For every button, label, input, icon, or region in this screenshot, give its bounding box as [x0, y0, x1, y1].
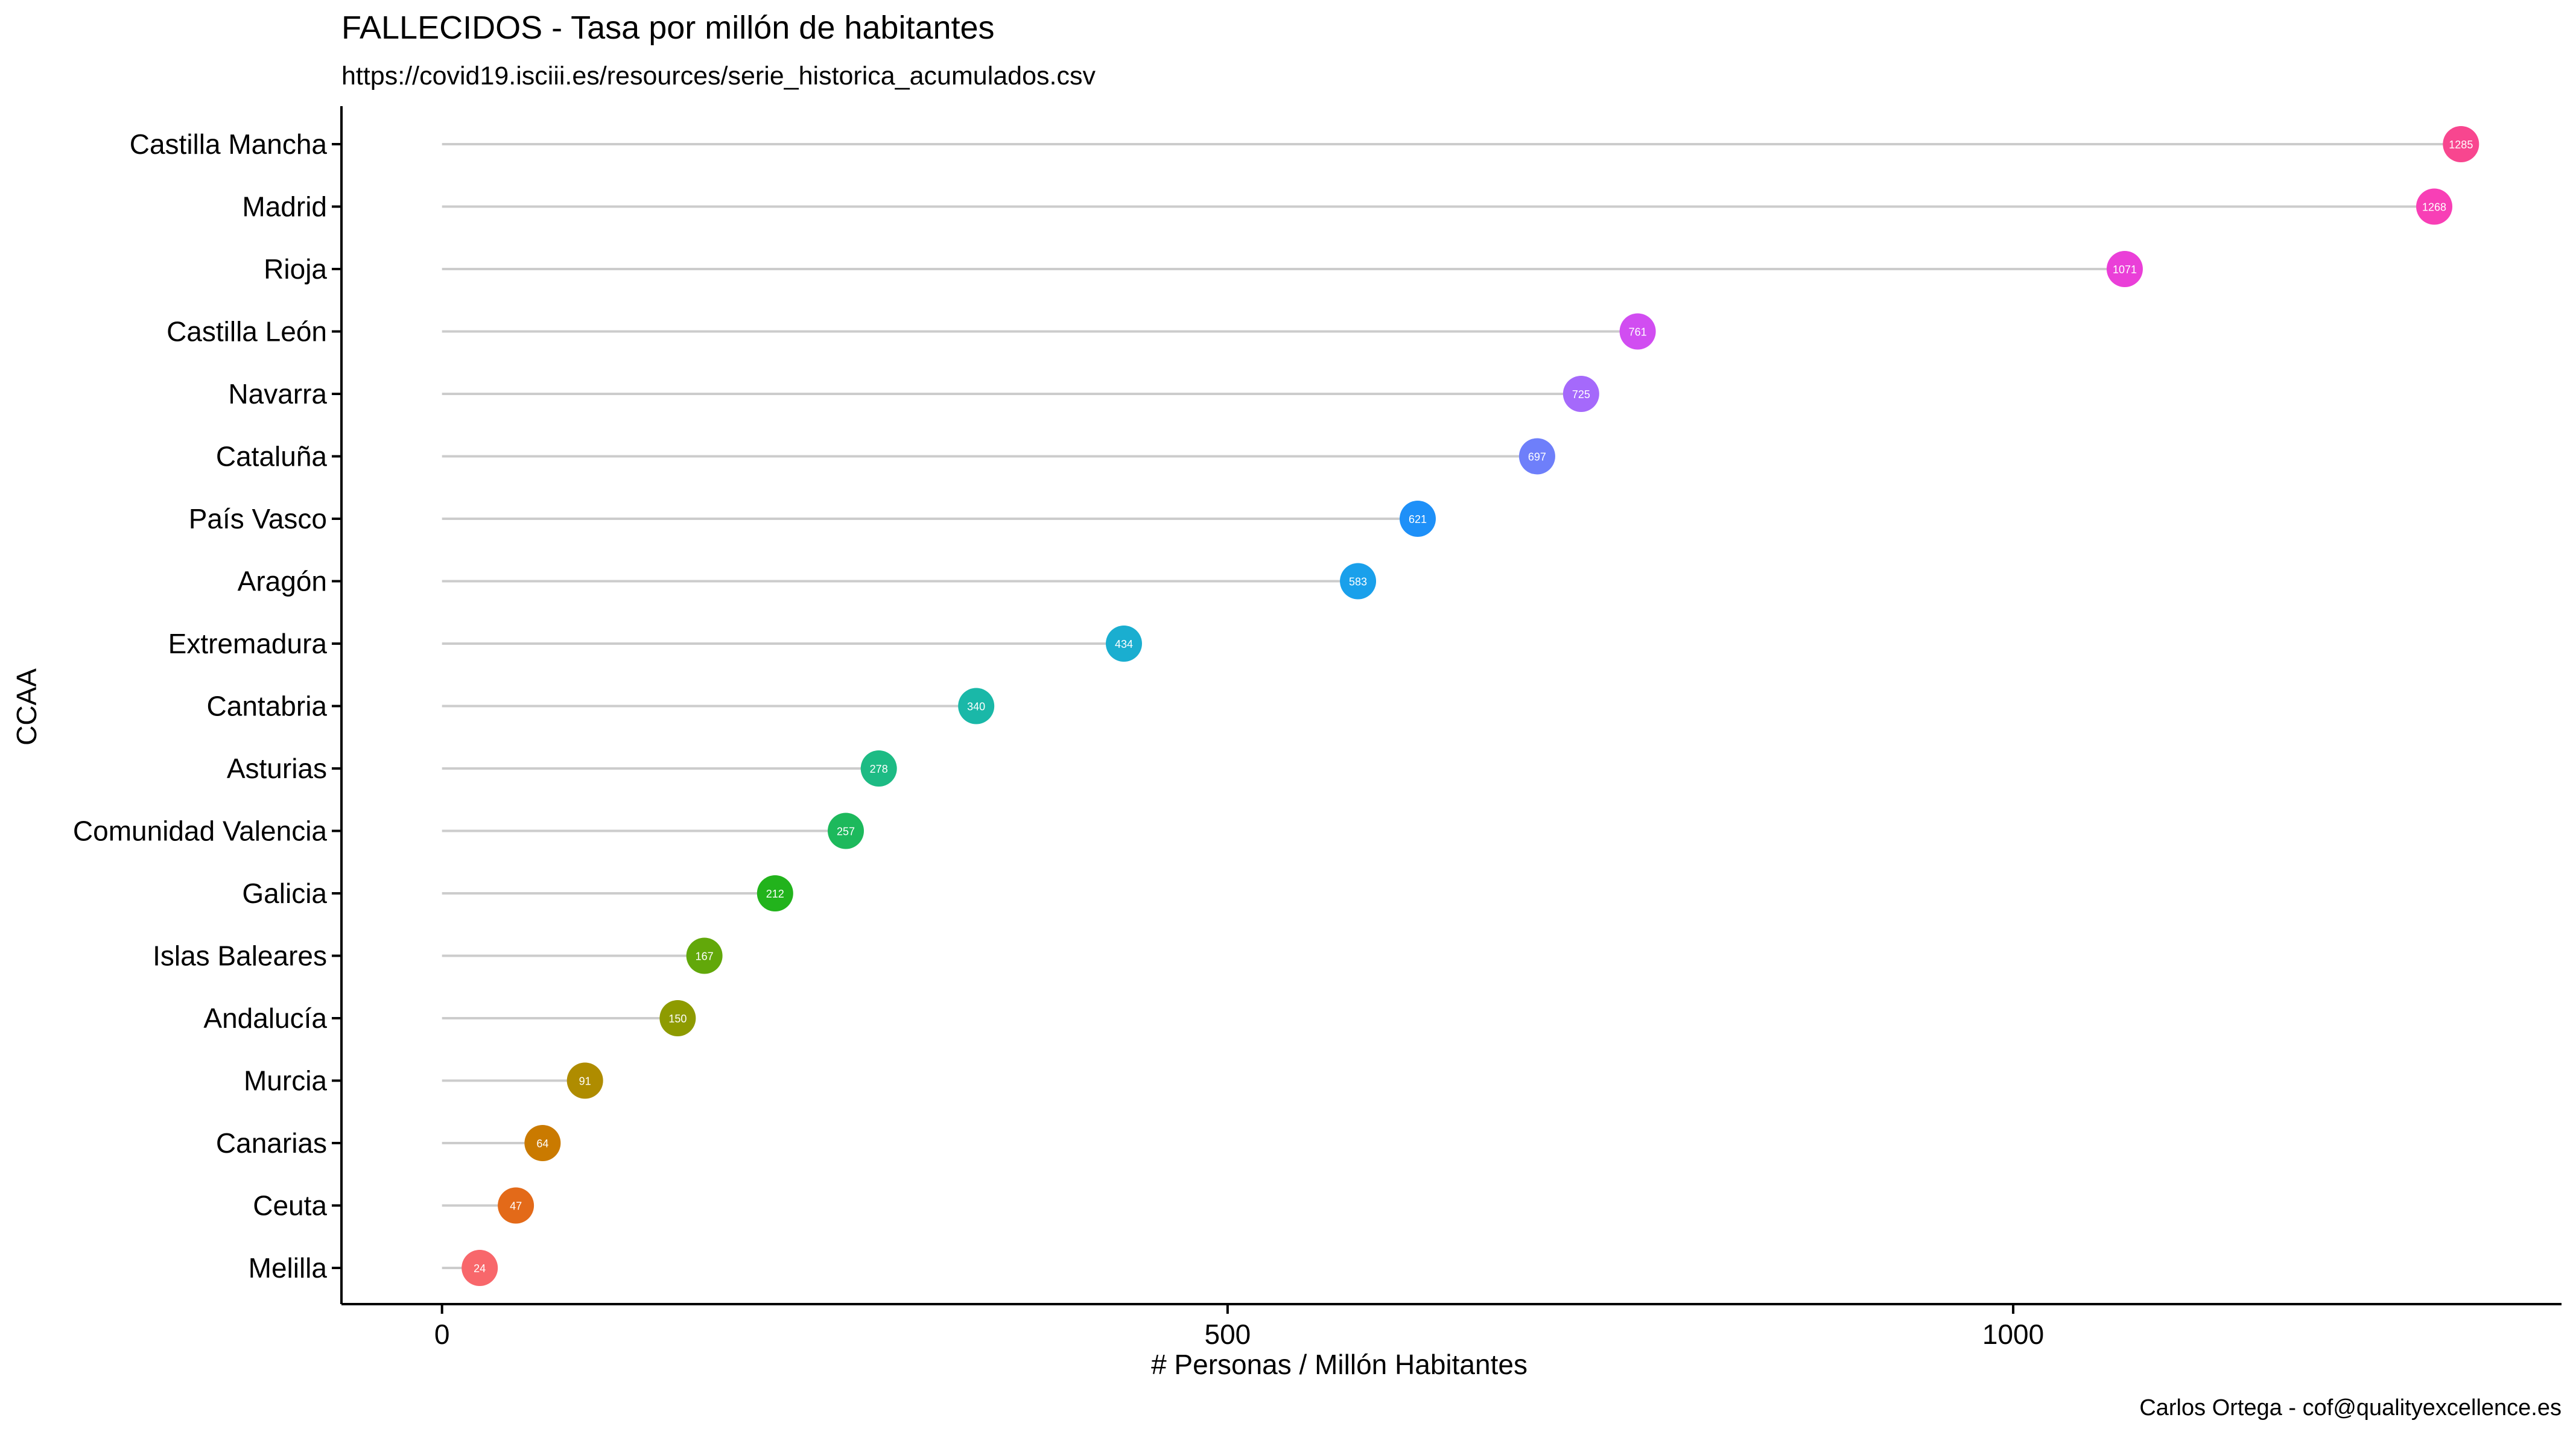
data-point	[1518, 438, 1555, 475]
data-label: 761	[1629, 326, 1647, 338]
y-tick-label: Cataluña	[216, 441, 328, 472]
data-point	[958, 688, 995, 724]
data-point	[498, 1187, 535, 1224]
y-tick-label: Comunidad Valencia	[73, 816, 327, 847]
x-tick-label: 1000	[1982, 1319, 2044, 1350]
data-point	[2443, 126, 2479, 162]
data-point	[860, 750, 897, 787]
y-tick-label: Galicia	[242, 878, 327, 909]
y-tick-label: Cantabria	[207, 691, 328, 722]
y-tick-label: Asturias	[227, 753, 327, 784]
data-label: 24	[474, 1263, 486, 1275]
y-tick-label: Ceuta	[253, 1190, 327, 1221]
data-label: 1268	[2422, 201, 2446, 214]
y-tick-label: Castilla León	[167, 316, 327, 347]
y-tick-label: Madrid	[242, 191, 327, 223]
data-label: 167	[696, 951, 714, 963]
y-tick-label: Aragón	[238, 566, 327, 597]
data-label: 621	[1409, 513, 1427, 525]
data-point	[1340, 563, 1377, 600]
data-label: 64	[536, 1138, 548, 1150]
y-tick-label: Extremadura	[168, 628, 328, 659]
data-point	[566, 1062, 603, 1099]
y-tick-label: Melilla	[249, 1252, 328, 1284]
data-label: 340	[967, 701, 985, 713]
y-tick-label: Castilla Mancha	[130, 128, 328, 160]
data-label: 47	[510, 1200, 522, 1212]
data-label: 725	[1572, 388, 1590, 401]
y-axis-title: CCAA	[11, 668, 42, 746]
y-tick-label: Islas Baleares	[153, 940, 327, 972]
x-axis-title: # Personas / Millón Habitantes	[1151, 1349, 1528, 1380]
data-label: 434	[1115, 638, 1133, 650]
data-label: 150	[668, 1013, 687, 1025]
plot-area: Castilla Mancha 1285 Madrid 1268 Rioja 1071 Ca…	[73, 106, 2562, 1350]
data-point	[828, 813, 864, 849]
x-tick-label: 500	[1204, 1319, 1251, 1350]
data-point	[1400, 501, 1436, 537]
data-point	[757, 875, 793, 911]
x-tick-label: 0	[434, 1319, 450, 1350]
data-point	[1105, 626, 1142, 662]
data-point	[462, 1250, 498, 1286]
data-point	[686, 937, 723, 974]
y-tick-label: Navarra	[228, 378, 327, 410]
data-label: 257	[837, 826, 855, 838]
chart-caption: Carlos Ortega - cof@qualityexcellence.es	[2139, 1395, 2562, 1421]
data-label: 91	[579, 1076, 591, 1088]
data-point	[659, 1000, 696, 1036]
data-point	[524, 1125, 561, 1161]
data-point	[1619, 313, 1656, 350]
data-label: 583	[1349, 576, 1367, 588]
data-point	[1562, 376, 1599, 412]
data-point	[2106, 251, 2143, 287]
data-label: 1285	[2449, 139, 2473, 151]
chart-subtitle: https://covid19.isciii.es/resources/seri…	[341, 62, 1096, 90]
y-tick-label: País Vasco	[189, 503, 327, 534]
y-tick-label: Andalucía	[203, 1003, 327, 1034]
y-tick-label: Murcia	[244, 1065, 327, 1097]
y-tick-label: Rioja	[264, 253, 327, 285]
y-tick-label: Canarias	[216, 1127, 327, 1159]
chart-title: FALLECIDOS - Tasa por millón de habitant…	[341, 10, 995, 46]
data-label: 697	[1528, 451, 1546, 463]
data-label: 1071	[2113, 264, 2137, 276]
data-label: 278	[870, 763, 888, 775]
data-label: 212	[766, 888, 784, 900]
data-point	[2416, 188, 2453, 225]
